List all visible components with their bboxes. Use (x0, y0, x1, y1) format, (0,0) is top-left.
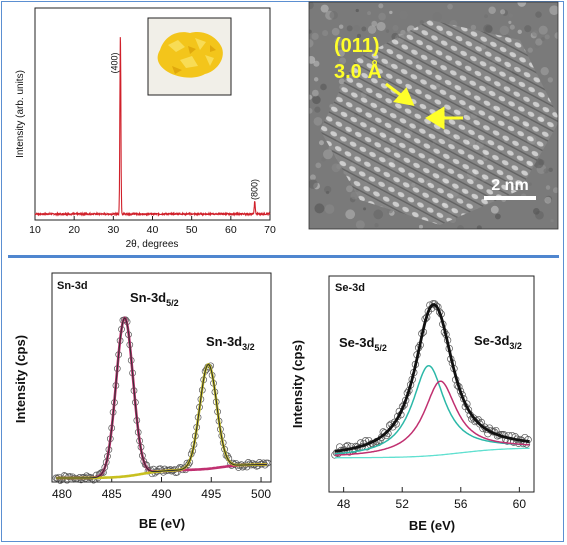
spacing-arrows (385, 82, 463, 130)
se-data-point (482, 425, 490, 434)
sn-3d32-label: Sn-3d3/2 (206, 334, 255, 352)
xrd-x-tick-label: 20 (68, 224, 80, 236)
sn-envelope-fit (56, 317, 267, 479)
se-x-axis-label: BE (eV) (409, 518, 455, 533)
sn-x-tick-label: 480 (52, 487, 72, 501)
xrd-peak-label-400: (400) (109, 52, 119, 73)
xrd-x-tick-label: 60 (225, 224, 237, 236)
xrd-x-tick-label: 10 (29, 224, 41, 236)
xrd-x-axis-label: 2θ, degrees (126, 239, 179, 250)
hrtem-image: (011) 3.0 Å 2 nm (308, 1, 559, 230)
xrd-pattern-line (34, 37, 271, 217)
se-y-axis-label: Intensity (cps) (290, 340, 305, 428)
sn-x-tick-label: 495 (201, 487, 221, 501)
panel-divider (8, 255, 559, 258)
se-axes-box (328, 275, 535, 493)
se-3d32-fit (334, 380, 530, 456)
xrd-x-tick-label: 40 (147, 224, 159, 236)
sn-data-point (264, 459, 272, 467)
powder-inset-photo (147, 17, 232, 96)
xrd-x-tick-label: 70 (264, 224, 276, 236)
sn-x-tick-label: 485 (102, 487, 122, 501)
se-data-point (390, 418, 399, 426)
se-background-line (334, 447, 530, 459)
lattice-plane-label: (011) (334, 35, 380, 57)
xrd-y-axis-label: Intensity (arb. units) (15, 70, 26, 158)
xrd-chart: 10 20 30 40 50 60 70 (400) (800) 2θ, degrees I… (15, 7, 276, 250)
xrd-x-tick-label: 50 (186, 224, 198, 236)
sn-x-tick-label: 490 (151, 487, 171, 501)
xrd-peak-label-800: (800) (250, 179, 260, 200)
scale-bar-label: 2 nm (491, 177, 528, 194)
se-panel-title: Se-3d (335, 282, 365, 294)
sn-panel-title: Sn-3d (57, 280, 88, 292)
se-3d52-fit (334, 364, 530, 455)
se-3d32-label: Se-3d3/2 (474, 333, 522, 351)
se-3d52-label: Se-3d5/2 (339, 335, 387, 353)
xrd-x-tick-label: 30 (107, 224, 119, 236)
se-x-tick-label: 56 (454, 497, 468, 511)
d-spacing-label: 3.0 Å (334, 59, 382, 83)
se-x-tick-label: 60 (513, 497, 527, 511)
se-envelope-fit (334, 303, 530, 453)
sn-y-axis-label: Intensity (cps) (13, 335, 28, 423)
se-data-point (464, 406, 473, 414)
sn-x-tick-label: 500 (251, 487, 271, 501)
sn-3d52-label: Sn-3d5/2 (130, 290, 179, 308)
sn-x-axis-label: BE (eV) (139, 516, 185, 531)
se-x-tick-label: 52 (396, 497, 410, 511)
se-x-tick-label: 48 (337, 497, 351, 511)
